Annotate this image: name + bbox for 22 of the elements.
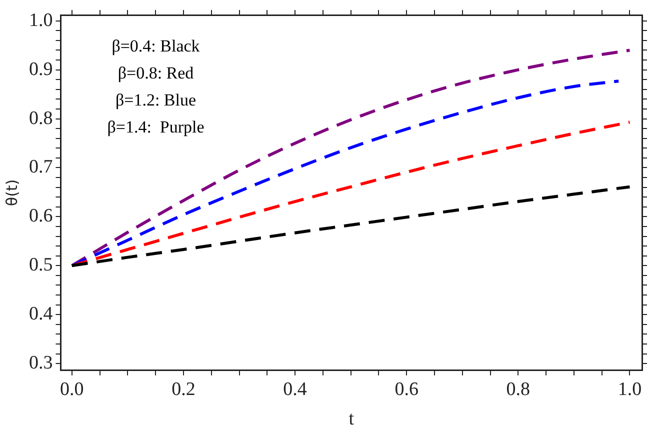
x-tick-label: 0.0 [60,378,84,400]
line-series [70,185,632,268]
annotation: β=1.4: Purple [107,117,204,136]
y-tick-label: 0.8 [29,108,53,129]
x-axis-title: t [348,408,355,430]
x-tick-label: 0.2 [172,378,196,400]
x-tick-label: 0.8 [506,378,530,400]
annotation: β=1.2: Blue [115,90,196,110]
y-tick-label: 0.9 [29,58,53,80]
annotation: β=0.8: Red [118,63,194,82]
y-tick-label: 0.4 [29,304,54,325]
y-tick-label: 0.7 [29,156,53,178]
y-tick-label: 1.0 [29,10,53,31]
line-series [70,120,632,268]
y-axis-title: θ(t) [2,179,21,206]
y-tick-label: 0.5 [29,254,53,276]
x-tick-label: 0.4 [283,378,308,400]
y-tick-label: 0.3 [29,352,53,374]
x-tick-label: 1.0 [618,378,642,400]
y-tick-label: 0.6 [29,206,53,227]
x-tick-label: 0.6 [394,378,418,400]
annotation: β=0.4: Black [112,36,200,56]
